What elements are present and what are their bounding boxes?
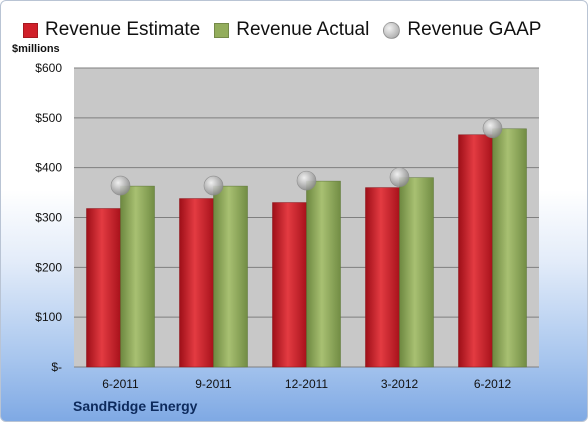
legend-item-gaap: Revenue GAAP xyxy=(383,19,541,41)
y-tick-label: $500 xyxy=(35,111,62,125)
marker-revenue-gaap xyxy=(203,175,224,196)
legend-swatch-actual xyxy=(214,22,230,38)
marker-revenue-gaap xyxy=(296,170,317,191)
bars xyxy=(86,128,527,368)
x-tick-label: 6-2012 xyxy=(474,377,512,391)
gaap-markers xyxy=(110,118,503,196)
bar-revenue-actual xyxy=(120,185,155,368)
x-tick-label: 9-2011 xyxy=(195,377,232,391)
legend: Revenue Estimate Revenue Actual Revenue … xyxy=(23,17,555,43)
legend-label-estimate: Revenue Estimate xyxy=(45,19,201,40)
y-axis-ticks: $- $100 $200 $300 $400 $500 $600 xyxy=(35,61,62,374)
legend-label-actual: Revenue Actual xyxy=(236,19,370,40)
y-tick-label: $600 xyxy=(35,61,62,75)
legend-swatch-gaap xyxy=(383,21,401,39)
x-tick-label: 3-2012 xyxy=(381,377,419,391)
bar-revenue-estimate xyxy=(458,134,493,368)
marker-revenue-gaap xyxy=(110,175,131,196)
bar-revenue-estimate xyxy=(86,208,121,368)
marker-revenue-gaap xyxy=(482,118,503,139)
bar-revenue-estimate xyxy=(365,187,400,368)
company-name: SandRidge Energy xyxy=(73,398,198,414)
marker-revenue-gaap xyxy=(389,167,410,187)
bar-revenue-estimate xyxy=(179,198,214,368)
y-tick-label: $100 xyxy=(35,310,62,324)
legend-swatch-estimate xyxy=(23,22,38,38)
bar-revenue-actual xyxy=(213,185,248,368)
y-tick-label: $400 xyxy=(35,161,62,175)
y-tick-label: $300 xyxy=(35,211,62,225)
legend-label-gaap: Revenue GAAP xyxy=(407,19,542,40)
x-axis-ticks: 6-2011 9-2011 12-2011 3-2012 6-2012 xyxy=(102,377,511,391)
legend-item-actual: Revenue Actual xyxy=(214,19,369,41)
x-tick-label: 12-2011 xyxy=(285,377,328,391)
bar-revenue-actual xyxy=(399,177,434,368)
x-tick-label: 6-2011 xyxy=(102,377,139,391)
legend-item-estimate: Revenue Estimate xyxy=(23,19,200,41)
y-axis-title: $millions xyxy=(12,43,60,55)
bar-revenue-actual xyxy=(492,128,527,368)
bar-revenue-actual xyxy=(306,180,341,368)
y-tick-label: $200 xyxy=(35,260,62,274)
y-tick-label: $- xyxy=(51,360,62,374)
bar-revenue-estimate xyxy=(272,202,307,368)
